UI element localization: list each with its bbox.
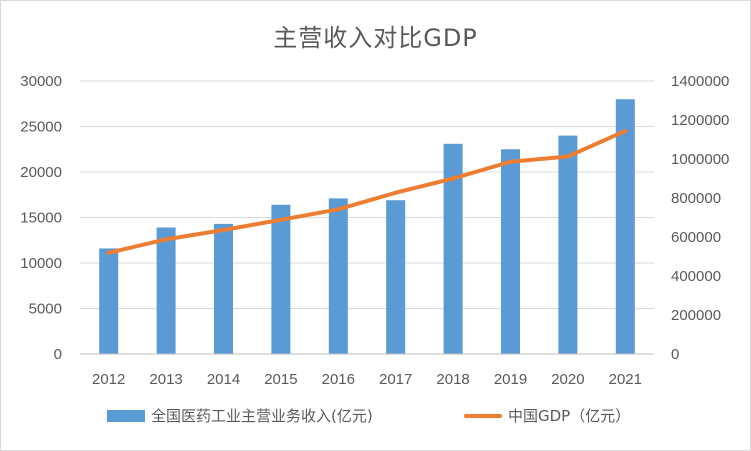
y-left-tick-label: 20000 [20,164,62,181]
gdp-line [106,128,628,255]
gdp-point [278,217,283,222]
gdp-point [393,190,398,195]
y-right-tick-label: 1400000 [671,73,729,90]
y-left-tick-label: 30000 [20,73,62,90]
bar [328,198,348,354]
y-right-tick-label: 1200000 [671,112,729,129]
x-tick-label: 2015 [264,371,297,388]
gdp-point [106,250,111,255]
y-right-tick-label: 0 [671,346,679,363]
gdp-point [508,159,513,164]
x-tick-label: 2021 [609,371,642,388]
legend-item-bar: 全国医药工业主营业务收入(亿元) [107,405,373,426]
x-tick-label: 2012 [92,371,125,388]
legend-swatch-line [464,413,502,418]
legend-item-line: 中国GDP（亿元） [464,405,630,426]
y-right-tick-label: 400000 [671,268,721,285]
bar [214,223,233,354]
gdp-point [221,227,226,232]
y-right-tick-label: 600000 [671,229,721,246]
gdp-point [164,237,169,242]
x-tick-label: 2017 [379,371,412,388]
gdp-point [451,176,456,181]
bar [156,227,176,354]
gdp-point [623,128,628,133]
y-left-tick-label: 5000 [29,301,62,318]
y-left-tick-label: 10000 [20,255,62,272]
gridlines [80,80,654,355]
x-tick-label: 2013 [149,371,182,388]
x-tick-label: 2016 [322,371,355,388]
axes: 0 5000 10000 15000 20000 25000 30000 0 200000 400… [20,73,729,388]
x-tick-label: 2018 [436,371,469,388]
bar [386,200,406,354]
y-left-tick-label: 0 [54,346,62,363]
y-left-tick-label: 25000 [20,119,62,136]
gdp-point [336,207,341,212]
y-right-tick-label: 200000 [671,307,721,324]
x-tick-label: 2020 [551,371,584,388]
bar [558,135,578,354]
y-left-tick-label: 15000 [20,210,62,227]
gdp-point [565,154,570,159]
legend-label-line: 中国GDP（亿元） [508,407,631,425]
legend: 全国医药工业主营业务收入(亿元) 中国GDP（亿元） [0,405,751,435]
x-tick-label: 2019 [494,371,527,388]
bar [501,149,520,354]
bar [615,99,635,354]
bar [443,143,463,354]
line-series [106,128,628,255]
x-tick-label: 2014 [207,371,240,388]
y-right-tick-label: 800000 [671,190,721,207]
legend-label-bar: 全国医药工业主营业务收入(亿元) [151,407,373,425]
legend-swatch-bar [107,409,145,422]
y-right-tick-label: 1000000 [671,151,729,168]
bar [271,204,291,354]
bar-series [99,99,635,354]
bar [99,248,119,354]
chart-title: 主营收入对比GDP [273,24,478,52]
